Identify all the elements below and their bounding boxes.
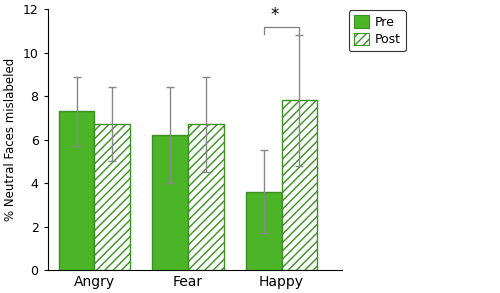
Bar (59, 111, 94, 270)
Bar (94, 124, 130, 270)
Bar (246, 192, 282, 270)
Bar (282, 100, 317, 270)
Text: *: * (270, 6, 278, 24)
Bar (188, 124, 224, 270)
Y-axis label: % Neutral Faces mislabeled: % Neutral Faces mislabeled (4, 58, 17, 221)
Legend: Pre, Post: Pre, Post (348, 10, 406, 51)
Bar (152, 135, 188, 270)
